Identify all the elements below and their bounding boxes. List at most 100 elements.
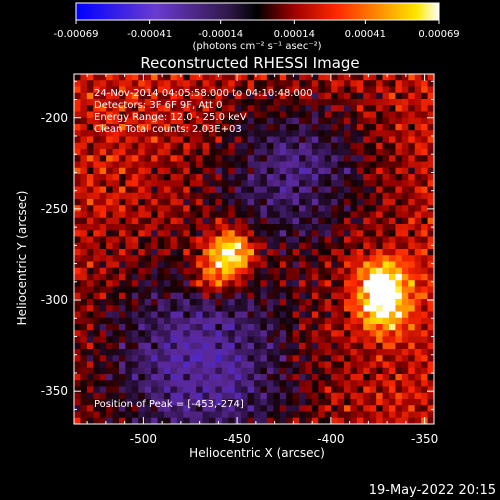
heatmap-cell — [93, 355, 101, 362]
heatmap-cell — [106, 86, 113, 94]
heatmap-cell — [221, 311, 229, 319]
heatmap-cell — [170, 274, 178, 281]
heatmap-cell — [247, 242, 255, 250]
heatmap-cell — [86, 317, 94, 325]
heatmap-cell — [286, 199, 293, 206]
heatmap-cell — [189, 405, 197, 412]
heatmap-cell — [247, 142, 255, 150]
heatmap-cell — [311, 349, 319, 356]
heatmap-cell — [112, 299, 120, 306]
heatmap-cell — [196, 236, 203, 244]
heatmap-cell — [305, 367, 313, 375]
heatmap-cell — [196, 274, 203, 281]
heatmap-cell — [176, 161, 184, 169]
heatmap-cell — [369, 111, 377, 119]
heatmap-cell — [106, 180, 113, 187]
heatmap-cell — [189, 211, 197, 219]
heatmap-cell — [151, 267, 158, 275]
heatmap-cell — [421, 230, 428, 237]
heatmap-cell — [164, 411, 171, 419]
heatmap-cell — [196, 349, 203, 356]
y-tick-label: -350 — [41, 384, 68, 398]
heatmap-cell — [279, 130, 287, 137]
heatmap-cell — [279, 355, 287, 362]
heatmap-cell — [279, 292, 287, 300]
heatmap-cell — [209, 261, 216, 269]
heatmap-cell — [279, 367, 287, 375]
heatmap-cell — [247, 386, 255, 394]
heatmap-cell — [292, 155, 300, 162]
heatmap-cell — [119, 280, 126, 287]
heatmap-cell — [112, 342, 120, 350]
heatmap-cell — [324, 199, 332, 206]
heatmap-cell — [286, 399, 293, 406]
heatmap-cell — [196, 92, 203, 100]
heatmap-cell — [350, 105, 358, 112]
heatmap-cell — [260, 349, 268, 356]
heatmap-cell — [189, 99, 197, 106]
heatmap-cell — [99, 330, 107, 337]
heatmap-cell — [99, 180, 107, 187]
heatmap-cell — [74, 111, 81, 119]
heatmap-cell — [93, 86, 101, 94]
heatmap-cell — [299, 274, 306, 281]
heatmap-cell — [395, 217, 403, 225]
heatmap-cell — [189, 336, 197, 344]
heatmap-cell — [170, 374, 178, 381]
heatmap-cell — [176, 255, 184, 262]
heatmap-cell — [279, 336, 287, 344]
heatmap-cell — [356, 230, 364, 237]
heatmap-cell — [266, 336, 274, 344]
heatmap-cell — [363, 305, 371, 312]
heatmap-cell — [151, 324, 158, 331]
heatmap-cell — [408, 117, 416, 125]
heatmap-cell — [356, 342, 364, 350]
heatmap-cell — [234, 311, 242, 319]
heatmap-cell — [382, 267, 390, 275]
heatmap-cell — [286, 405, 293, 412]
heatmap-cell — [183, 417, 191, 424]
heatmap-cell — [408, 324, 416, 331]
heatmap-cell — [151, 199, 158, 206]
heatmap-cell — [151, 392, 158, 400]
heatmap-cell — [125, 236, 133, 244]
heatmap-cell — [382, 405, 390, 412]
heatmap-cell — [286, 130, 293, 137]
heatmap-cell — [427, 92, 434, 100]
heatmap-cell — [151, 217, 158, 225]
heatmap-cell — [119, 224, 126, 231]
heatmap-cell — [151, 361, 158, 369]
heatmap-cell — [209, 249, 216, 256]
heatmap-cell — [131, 92, 139, 100]
heatmap-cell — [209, 386, 216, 394]
heatmap-cell — [324, 286, 332, 294]
heatmap-cell — [99, 342, 107, 350]
heatmap-cell — [279, 267, 287, 275]
heatmap-cell — [286, 149, 293, 156]
heatmap-cell — [189, 111, 197, 119]
heatmap-cell — [318, 292, 326, 300]
heatmap-cell — [273, 249, 281, 256]
heatmap-cell — [125, 92, 133, 100]
heatmap-cell — [221, 330, 229, 337]
heatmap-cell — [209, 392, 216, 400]
heatmap-cell — [382, 74, 390, 81]
heatmap-cell — [144, 392, 152, 400]
heatmap-cell — [93, 392, 101, 400]
heatmap-cell — [337, 130, 345, 137]
heatmap-cell — [106, 167, 113, 175]
heatmap-cell — [305, 105, 313, 112]
heatmap-cell — [331, 205, 338, 212]
heatmap-cell — [170, 317, 178, 325]
heatmap-cell — [74, 261, 81, 269]
heatmap-cell — [99, 261, 107, 269]
heatmap-cell — [292, 324, 300, 331]
heatmap-cell — [369, 267, 377, 275]
heatmap-cell — [408, 149, 416, 156]
heatmap-cell — [176, 367, 184, 375]
heatmap-cell — [344, 136, 351, 144]
heatmap-cell — [86, 99, 94, 106]
heatmap-cell — [99, 174, 107, 181]
heatmap-cell — [299, 242, 306, 250]
heatmap-cell — [74, 311, 81, 319]
